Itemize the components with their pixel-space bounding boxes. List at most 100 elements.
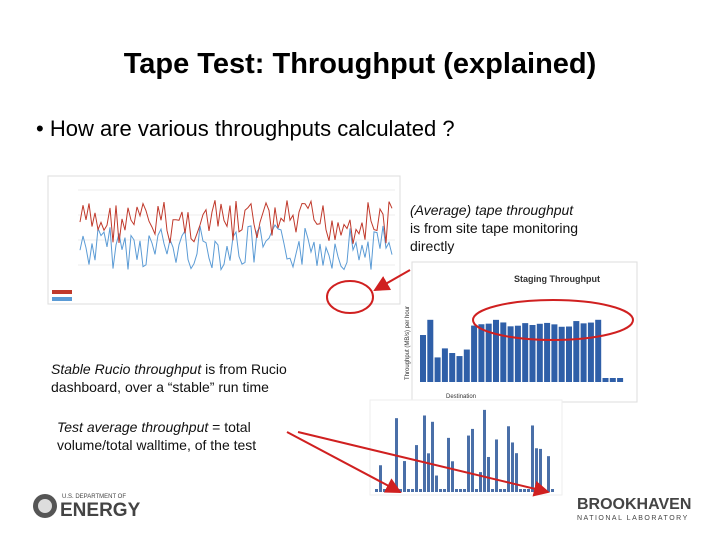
illustration-bar: [527, 489, 530, 492]
illustration-bar: [507, 426, 510, 492]
illustration-bar: [503, 489, 506, 492]
illustration-bar: [467, 435, 470, 492]
illustration-bar: [519, 489, 522, 492]
illustration-bar: [617, 378, 624, 382]
illustration-bar: [379, 465, 382, 492]
staging-y-label: Throughput (MB/s) per hour: [405, 306, 411, 380]
illustration-bar: [479, 472, 482, 492]
illustration-bar: [511, 442, 514, 492]
annotation-emphasis: (Average) tape throughput: [410, 202, 574, 218]
illustration-bar: [566, 326, 572, 382]
illustration-bar: [529, 324, 536, 382]
highlight-ellipse: [326, 280, 374, 314]
illustration-bar: [419, 489, 422, 492]
annotation-text: is from site tape monitoring directly: [410, 220, 579, 254]
illustration-bar: [500, 322, 507, 382]
illustration-bar: [483, 409, 486, 492]
bullet: • How are various throughputs calculated…: [36, 116, 455, 141]
title: Tape Test: Throughput (explained): [123, 48, 597, 80]
illustration-bar: [573, 321, 580, 382]
illustration-bar: [447, 437, 450, 492]
illustration-bar: [459, 489, 462, 492]
illustration-bar: [609, 378, 616, 382]
illustration-bar: [456, 356, 463, 382]
illustration-bar: [580, 323, 587, 382]
bnl-sub: NATIONAL LABORATORY: [577, 515, 689, 522]
illustration-bar: [463, 489, 466, 492]
illustration-bar: [495, 439, 498, 492]
illustration-bar: [423, 415, 426, 492]
staging-x-label: Destination: [446, 394, 476, 400]
arrow: [286, 431, 402, 493]
illustration-bar: [449, 353, 456, 382]
illustration-bar: [420, 335, 426, 382]
rucio-lines: [79, 199, 393, 272]
illustration-bar: [547, 456, 550, 492]
highlight-ellipse: [472, 299, 634, 341]
illustration-bar: [451, 461, 454, 492]
illustration-bar: [434, 357, 441, 382]
illustration-bar: [587, 322, 594, 382]
illustration-bar: [441, 348, 448, 382]
illustration-bar: [522, 323, 529, 382]
bullet-text: How are various throughputs calculated ?: [49, 116, 455, 141]
illustration-bar: [515, 453, 518, 492]
illustration-bar: [551, 324, 558, 382]
illustration-bar: [544, 322, 551, 382]
illustration-bar: [427, 453, 430, 492]
illustration-bar: [463, 349, 470, 382]
doe-main: ENERGY: [60, 500, 141, 521]
arrow: [373, 269, 411, 291]
illustration-bar: [415, 445, 418, 492]
bnl-main: BROOKHAVEN: [577, 496, 691, 513]
illustration-bar: [535, 448, 538, 492]
legend-swatch: [52, 297, 72, 301]
illustration-bar: [523, 489, 526, 492]
illustration-bar: [491, 489, 494, 492]
illustration-bar: [375, 489, 378, 492]
arrow: [297, 431, 550, 497]
illustration-bar: [443, 489, 446, 492]
illustration-bar: [551, 489, 554, 492]
illustration-bar: [387, 489, 390, 492]
illustration-bar: [487, 456, 490, 492]
illustration-bar: [383, 489, 386, 492]
illustration-bar: [595, 319, 602, 382]
illustration-bar: [602, 378, 609, 382]
annotation: Stable Rucio throughput is from Rucio da…: [51, 360, 351, 396]
illustration-bar: [478, 324, 485, 382]
staging-title: Staging Throughput: [514, 274, 600, 284]
test-bars: [375, 409, 554, 492]
illustration-bar: [411, 489, 414, 492]
illustration-bar: [435, 475, 438, 492]
illustration-bar: [403, 461, 406, 492]
annotation-text: = total volume/total walltime, of the te…: [57, 419, 257, 453]
illustration-bar: [493, 319, 499, 382]
illustration-bar: [514, 325, 521, 382]
doe-top: U.S. DEPARTMENT OF: [62, 494, 126, 500]
doe-seal: [38, 499, 52, 513]
illustration-bar: [407, 489, 410, 492]
staging-bars: [420, 319, 624, 382]
illustration-bar: [455, 489, 458, 492]
annotation-emphasis: Stable Rucio throughput: [51, 361, 202, 377]
test-chart-frame: [369, 399, 563, 496]
illustration-bar: [471, 325, 478, 382]
illustration-bar: [485, 323, 492, 382]
illustration-bar: [558, 326, 565, 382]
illustration-bar: [427, 319, 434, 382]
illustration-bar: [439, 489, 442, 492]
illustration-bar: [471, 428, 474, 492]
legend-swatch: [52, 290, 72, 294]
annotation: Test average throughput = total volume/t…: [57, 418, 307, 454]
illustration-line: [79, 224, 393, 272]
illustration-bar: [507, 326, 514, 382]
illustration-line: [79, 199, 393, 244]
illustration-bar: [499, 489, 502, 492]
illustration-bar: [531, 425, 534, 492]
annotation-emphasis: Test average throughput: [57, 419, 209, 435]
annotation-text: is from Rucio dashboard, over a “stable”…: [51, 361, 287, 395]
illustration-bar: [539, 448, 542, 492]
